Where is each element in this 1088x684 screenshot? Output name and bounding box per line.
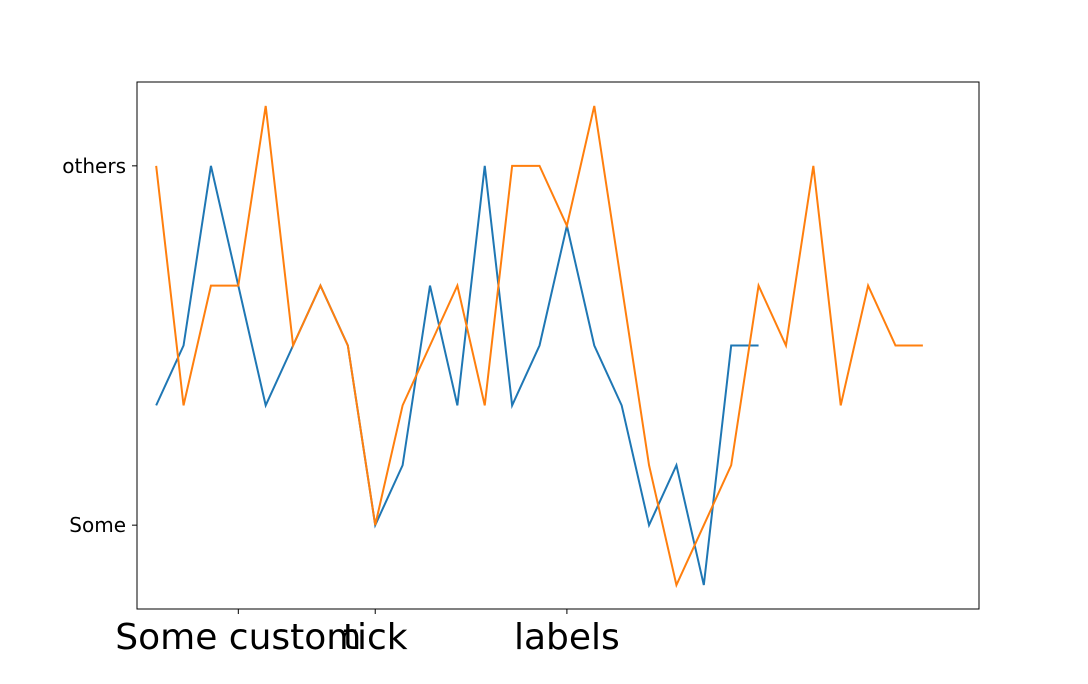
- x-tick-label: labels: [514, 617, 620, 658]
- y-tick-label: Some: [69, 513, 126, 537]
- y-tick-label: others: [62, 154, 126, 178]
- series-layer: [155, 105, 923, 589]
- plot-frame: [136, 81, 980, 610]
- plot-area: [137, 82, 979, 609]
- series-line-2: [155, 105, 923, 589]
- x-tick-label: Some custom: [115, 617, 361, 658]
- x-tick-label: tick: [343, 617, 408, 658]
